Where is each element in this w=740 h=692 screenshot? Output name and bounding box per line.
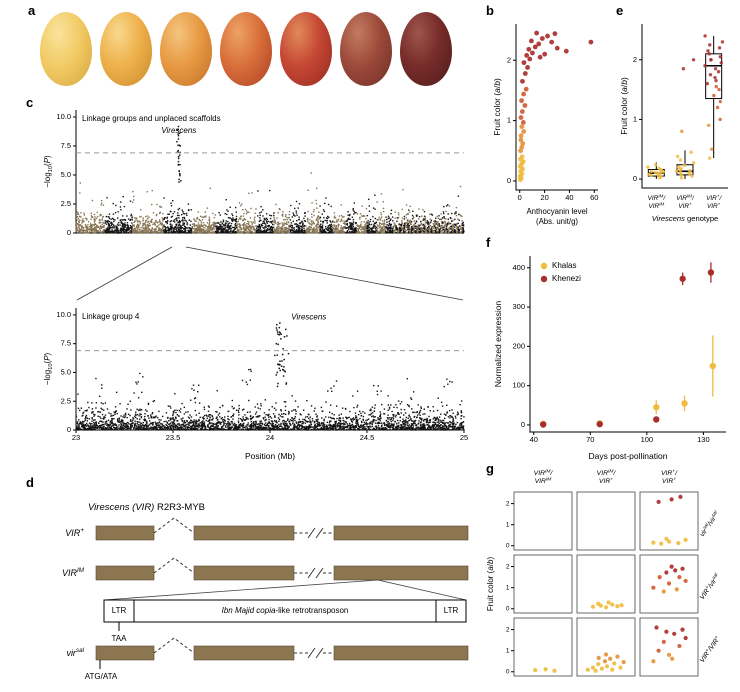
fruit-photo-3	[160, 12, 212, 86]
gene-title: Virescens (VIR) R2R3-MYB	[88, 502, 206, 513]
intron-caret	[153, 517, 195, 534]
fruit-photo-5	[280, 12, 332, 86]
exon-box	[193, 565, 295, 581]
exon-box	[95, 525, 155, 541]
panel-label-a: a	[28, 3, 36, 18]
exon-box	[333, 645, 469, 661]
allele-label-vir-im: VIRIM	[61, 567, 84, 578]
allele-vir-im-model	[95, 557, 469, 581]
panel-label-b: b	[486, 3, 494, 18]
panel-label-d: d	[26, 475, 34, 490]
panel-label-e: e	[616, 3, 624, 18]
retrotransposon-label: Ibn Majid copia-like retrotransposon	[221, 606, 349, 615]
ltr-label-right: LTR	[443, 606, 459, 615]
fruit-photo-7	[400, 12, 452, 86]
panel-e-genotype-boxplot-chart	[616, 14, 736, 236]
allele-vir-sal-model	[95, 637, 469, 669]
ltr-label-left: LTR	[111, 606, 127, 615]
panel-g-offspring-genotype-grid-chart	[482, 466, 736, 692]
panel-b-fruit-color-vs-anthocyanin-chart	[488, 14, 606, 236]
start-codon-label: ATG/ATA	[84, 672, 118, 681]
panel-c-genome-wide-manhattan-chart	[38, 104, 470, 246]
fruit-photo-6	[340, 12, 392, 86]
allele-label-vir-plus: VIR+	[65, 527, 84, 538]
exon-box	[95, 645, 155, 661]
panel-c-linkage-group4-manhattan-chart	[38, 300, 470, 464]
exon-box	[193, 525, 295, 541]
fruit-photo-2	[100, 12, 152, 86]
exon-box	[95, 565, 155, 581]
zoom-line-left	[76, 246, 173, 301]
exon-box	[333, 525, 469, 541]
break-slashes	[307, 527, 324, 539]
allele-vir-plus-model	[95, 517, 469, 541]
panel-label-c: c	[26, 95, 34, 110]
exon-box	[333, 565, 469, 581]
gene-model-diagram: Virescens (VIR) R2R3-MYB VIR+ VIRIM virs…	[26, 478, 486, 692]
insertion-connector-lines	[103, 579, 467, 601]
exon-box	[193, 645, 295, 661]
panel-label-f: f	[486, 235, 491, 250]
gene-structure-svg	[95, 517, 469, 669]
stop-codon-label: TAA	[111, 634, 127, 643]
break-slashes	[307, 647, 324, 659]
panel-f-expression-chart	[488, 246, 736, 464]
intron-caret	[153, 637, 195, 654]
allele-label-vir-sal: virsal	[66, 647, 84, 658]
fruit-photo-row	[40, 12, 452, 88]
fruit-photo-4	[220, 12, 272, 86]
break-slashes	[307, 567, 324, 579]
retrotransposon-box	[103, 599, 467, 623]
zoom-line-right	[185, 246, 464, 301]
fruit-photo-1	[40, 12, 92, 86]
intron-caret	[153, 557, 195, 574]
retrotransposon-insertion	[103, 579, 467, 631]
